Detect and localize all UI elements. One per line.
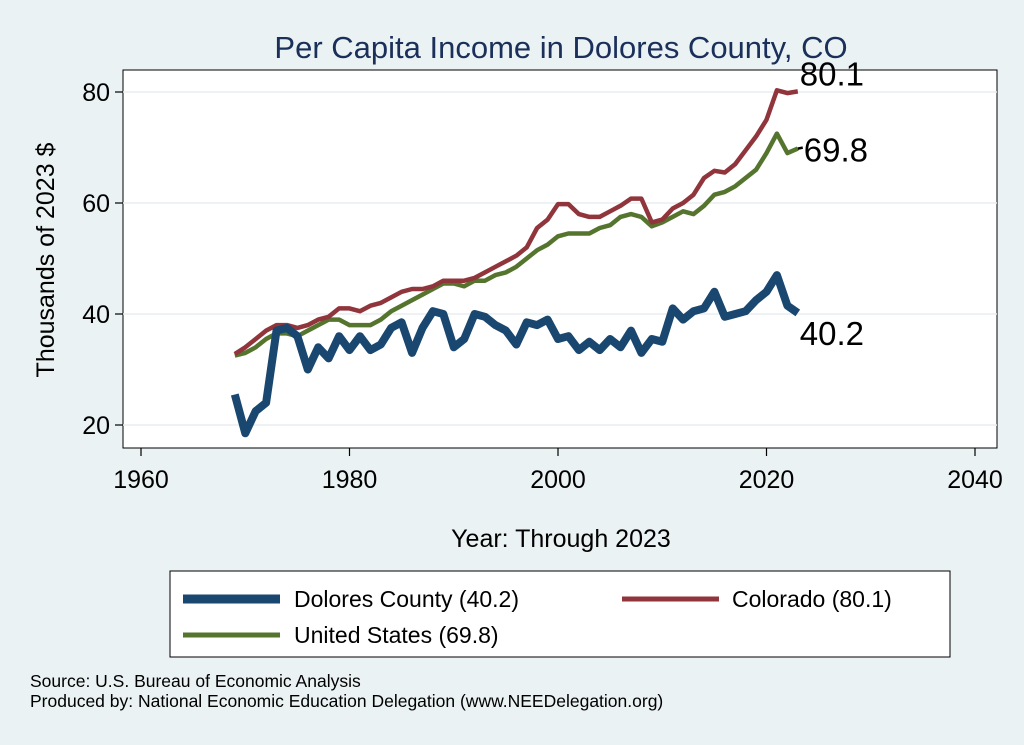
x-axis-title: Year: Through 2023 [451, 525, 671, 553]
series-line-colorado [233, 88, 799, 356]
y-tick-label-40: 40 [82, 301, 110, 329]
series-line-dolores-county [230, 271, 801, 438]
end-label-united-states: 69.8 [804, 132, 868, 169]
x-tick-label-1960: 1960 [113, 466, 169, 494]
end-labels: 40.2 80.1 69.8 [797, 55, 868, 352]
end-label-dolores-county: 40.2 [800, 315, 864, 352]
y-tick-label-60: 60 [82, 190, 110, 218]
x-tick-label-2020: 2020 [739, 466, 795, 494]
end-label-leader-united-states [797, 146, 804, 150]
y-tick-label-20: 20 [82, 412, 110, 440]
end-label-colorado: 80.1 [800, 55, 864, 92]
series-line-united-states [234, 131, 799, 358]
source-note: Source: U.S. Bureau of Economic Analysis [30, 671, 361, 691]
legend-box [169, 570, 951, 658]
y-axis-title: Thousands of 2023 $ [32, 142, 60, 377]
chart-title: Per Capita Income in Dolores County, CO [274, 30, 847, 65]
legend: Dolores County (40.2) Colorado (80.1) Un… [169, 570, 951, 658]
series-lines [230, 88, 801, 438]
x-tick-label-2000: 2000 [530, 466, 586, 494]
legend-label-colorado: Colorado (80.1) [732, 586, 892, 612]
y-tick-label-80: 80 [82, 79, 110, 107]
legend-label-united-states: United States (69.8) [294, 622, 499, 648]
plot-background [122, 69, 998, 449]
legend-label-dolores-county: Dolores County (40.2) [294, 586, 519, 612]
x-tick-label-1980: 1980 [322, 466, 378, 494]
x-tick-label-2040: 2040 [947, 466, 1003, 494]
produced-by-note: Produced by: National Economic Education… [30, 691, 664, 711]
